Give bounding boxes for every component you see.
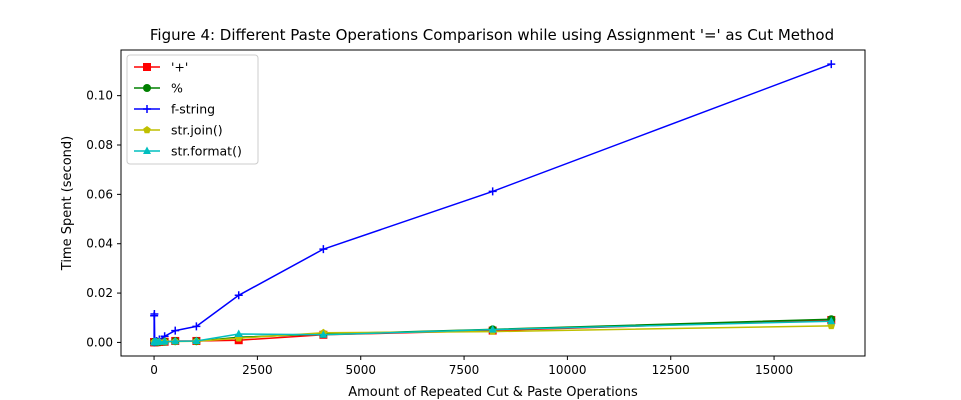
plot-area xyxy=(150,60,836,347)
x-axis-label: Amount of Repeated Cut & Paste Operation… xyxy=(348,385,638,400)
plot-frame xyxy=(120,49,866,357)
legend-frame xyxy=(126,54,259,165)
data-point xyxy=(150,310,159,319)
legend-item: str.join() xyxy=(134,123,223,138)
data-point xyxy=(155,337,164,345)
legend-label: % xyxy=(171,81,183,96)
series-4 xyxy=(150,316,836,346)
data-point xyxy=(319,330,328,338)
data-point xyxy=(171,326,180,335)
y-axis-ticks: 0.00 0.02 0.04 0.06 0.08 0.10 xyxy=(86,89,121,349)
y-tick-label: 0.10 xyxy=(86,89,113,103)
legend-label: f-string xyxy=(171,102,215,117)
data-point xyxy=(234,329,243,338)
x-tick-label: 2500 xyxy=(242,363,273,377)
data-point xyxy=(488,187,497,196)
y-tick-label: 0.04 xyxy=(86,237,113,251)
data-point xyxy=(234,291,243,300)
data-point xyxy=(160,337,169,345)
x-tick-label: 7500 xyxy=(449,363,480,377)
legend-marker xyxy=(143,105,151,113)
y-tick-label: 0.06 xyxy=(86,187,113,201)
legend-item: % xyxy=(134,81,183,96)
y-tick-label: 0.02 xyxy=(86,286,113,300)
x-tick-label: 15000 xyxy=(755,363,793,377)
data-point xyxy=(827,316,836,325)
x-tick-label: 10000 xyxy=(548,363,586,377)
data-point xyxy=(171,336,180,345)
y-tick-label: 0.08 xyxy=(86,138,113,152)
y-tick-label: 0.00 xyxy=(86,335,113,349)
chart-title: Figure 4: Different Paste Operations Com… xyxy=(150,26,834,44)
legend-label: str.join() xyxy=(171,123,223,138)
legend: '+'% f-string str.join() str.format() xyxy=(126,54,259,165)
legend-marker xyxy=(143,84,151,92)
x-tick-label: 5000 xyxy=(345,363,376,377)
x-tick-label: 0 xyxy=(150,363,158,377)
data-point xyxy=(488,325,497,333)
legend-label: '+' xyxy=(171,60,188,75)
legend-marker xyxy=(143,146,151,154)
x-axis-ticks: 0 2500 5000 7500 10000 12500 15000 xyxy=(150,356,793,377)
data-point xyxy=(319,245,328,254)
x-tick-label: 12500 xyxy=(652,363,690,377)
data-point xyxy=(192,322,201,331)
legend-item: '+' xyxy=(134,60,188,75)
data-point xyxy=(827,60,836,69)
y-axis-label: Time Spent (second) xyxy=(60,136,75,271)
data-point xyxy=(192,336,201,344)
legend-item: f-string xyxy=(134,102,215,117)
legend-marker xyxy=(143,126,151,134)
legend-label: str.format() xyxy=(171,144,242,159)
legend-marker xyxy=(143,63,151,71)
legend-item: str.format() xyxy=(134,144,242,159)
